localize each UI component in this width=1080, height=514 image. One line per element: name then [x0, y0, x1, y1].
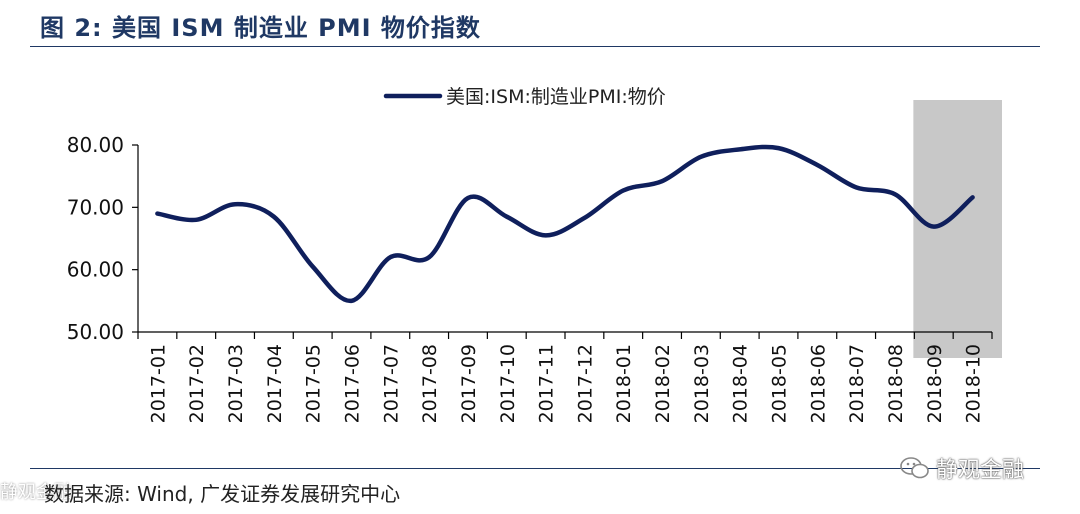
highlight-band — [913, 100, 1002, 358]
x-tick-label: 2017-03 — [225, 344, 247, 423]
data-point-2017-01 — [155, 212, 159, 216]
data-point-2018-09 — [932, 225, 936, 229]
x-tick-label: 2018-09 — [924, 344, 946, 423]
y-tick-label: 50.00 — [67, 320, 124, 344]
data-point-2018-05 — [777, 146, 781, 150]
data-point-2017-07 — [388, 255, 392, 259]
x-tick-label: 2017-12 — [574, 344, 596, 423]
data-point-2018-02 — [660, 179, 664, 183]
x-axis: 2017-01 2017-02 2017-03 2017-04 2017-05 2017-… — [137, 331, 993, 423]
figure-title: 图 2: 美国 ISM 制造业 PMI 物价指数 — [40, 14, 481, 42]
x-tick-label: 2018-01 — [613, 344, 635, 423]
data-point-2018-04 — [738, 147, 742, 151]
x-tick-label: 2017-11 — [536, 344, 558, 423]
x-tick-label: 2018-03 — [691, 344, 713, 423]
legend-label: 美国:ISM:制造业PMI:物价 — [446, 86, 666, 108]
x-tick-label: 2017-05 — [303, 344, 325, 423]
x-tick-label: 2018-04 — [730, 344, 752, 423]
x-tick-label: 2017-06 — [342, 344, 364, 423]
x-tick-label: 2017-10 — [497, 344, 519, 423]
y-tick-label: 80.00 — [67, 133, 124, 157]
data-point-2017-03 — [233, 202, 237, 206]
watermark-text: 静观金融 — [936, 458, 1025, 483]
x-tick-label: 2017-01 — [147, 344, 169, 423]
data-point-2018-08 — [893, 192, 897, 196]
x-tick-label: 2018-07 — [846, 344, 868, 423]
data-point-2018-10 — [971, 195, 975, 199]
y-tick-label: 60.00 — [67, 258, 124, 282]
data-point-2018-06 — [815, 163, 819, 167]
y-axis: 50.00 60.00 70.00 80.00 — [67, 133, 139, 344]
data-point-2018-03 — [699, 155, 703, 159]
x-tick-label: 2017-04 — [264, 344, 286, 423]
data-point-2017-02 — [194, 218, 198, 222]
x-tick-label: 2017-07 — [380, 344, 402, 423]
x-tick-label: 2017-09 — [458, 344, 480, 423]
series-line-ism-prices — [155, 144, 975, 304]
data-point-2017-08 — [427, 255, 431, 259]
x-tick-label: 2018-05 — [769, 344, 791, 423]
wechat-icon — [900, 457, 929, 479]
footer-divider — [30, 468, 1040, 469]
data-point-2017-12 — [582, 216, 586, 220]
data-point-2017-10 — [505, 215, 509, 219]
x-tick-label: 2018-06 — [807, 344, 829, 423]
data-points — [155, 146, 974, 303]
data-point-2017-09 — [466, 196, 470, 200]
title-divider — [30, 46, 1040, 47]
data-point-2017-06 — [350, 299, 354, 303]
data-point-2018-01 — [621, 189, 625, 193]
data-point-2018-07 — [854, 185, 858, 189]
data-point-2017-04 — [272, 215, 276, 219]
data-point-2017-11 — [544, 233, 548, 237]
data-point-2017-05 — [311, 265, 315, 269]
corner-watermark-text: 静观金融 — [0, 482, 72, 503]
y-tick-label: 70.00 — [67, 195, 124, 219]
x-tick-label: 2018-02 — [652, 344, 674, 423]
x-tick-label: 2017-08 — [419, 344, 441, 423]
watermark: 静观金融 — [900, 452, 1024, 484]
x-tick-label: 2017-02 — [186, 344, 208, 423]
source-note: 数据来源: Wind, 广发证券发展研究中心 — [44, 482, 401, 506]
x-tick-label: 2018-10 — [963, 344, 985, 423]
legend: 美国:ISM:制造业PMI:物价 — [383, 86, 666, 108]
x-tick-label: 2018-08 — [885, 344, 907, 423]
corner-watermark: 静观金融 — [0, 478, 130, 508]
